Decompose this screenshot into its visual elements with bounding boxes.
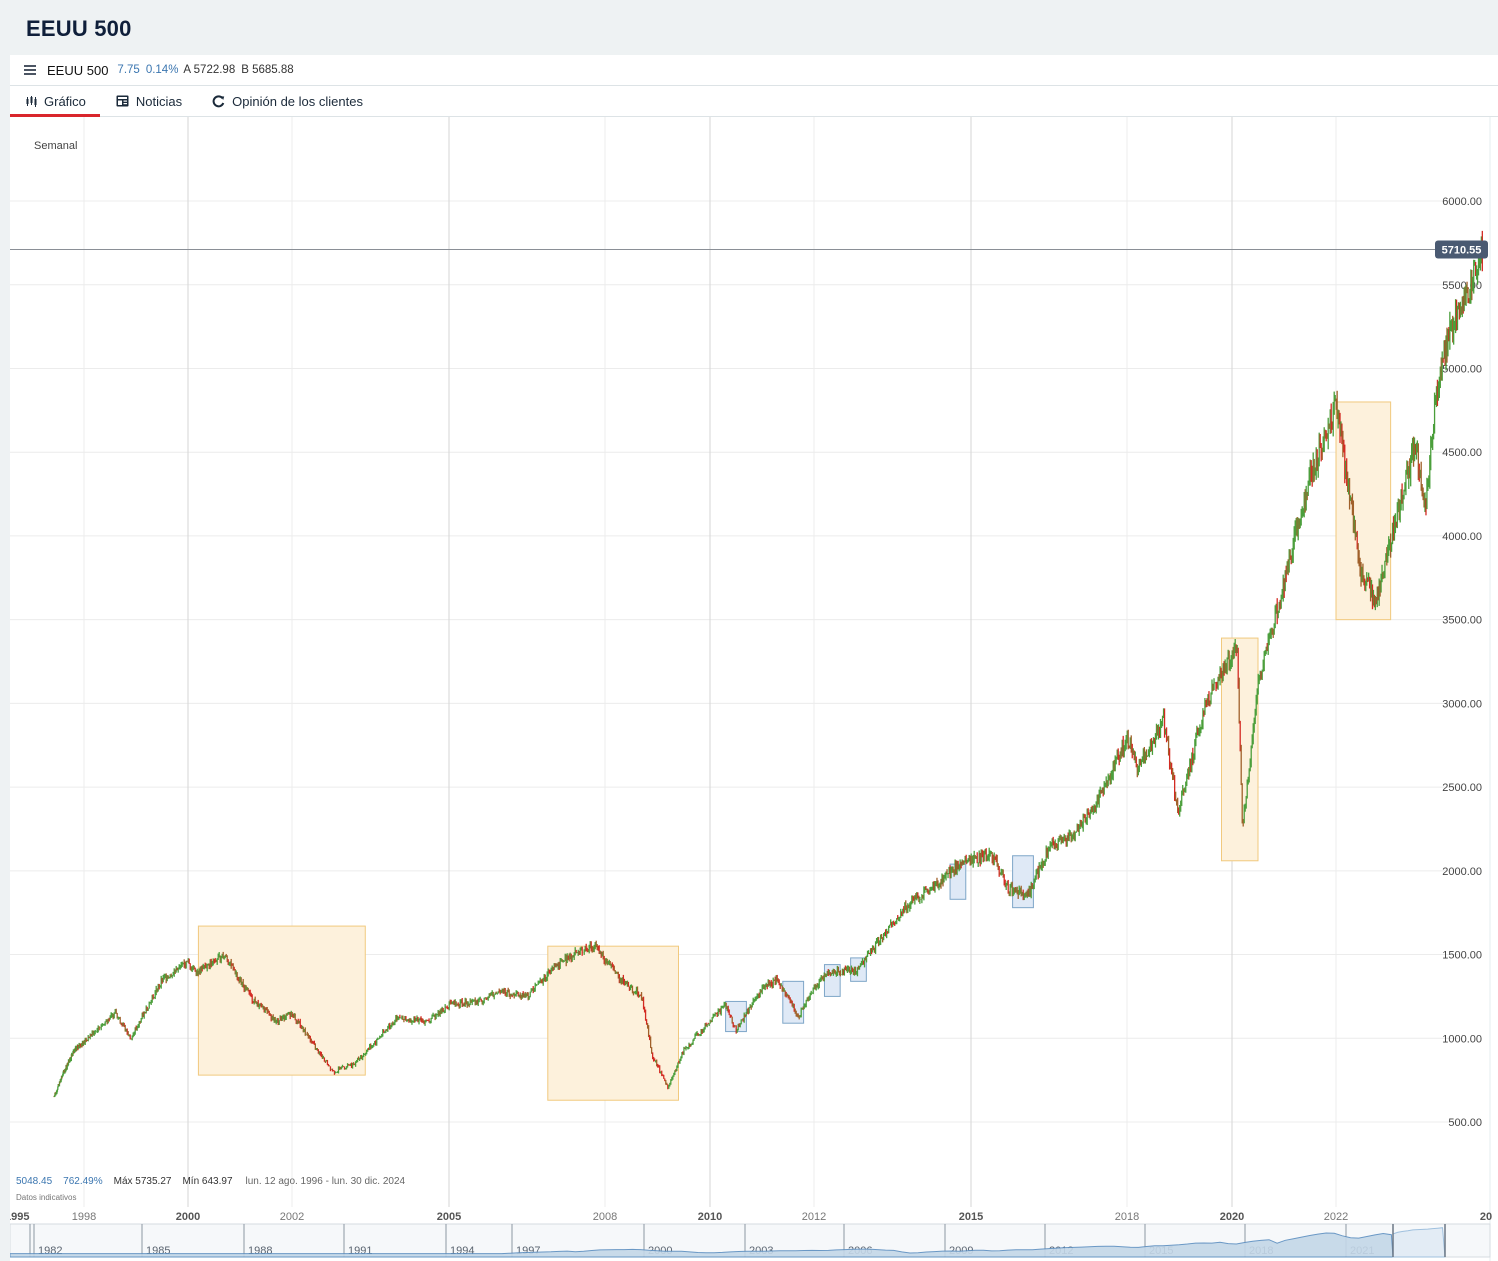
tab-label: Opinión de los clientes — [232, 93, 363, 109]
x-axis-label: 2012 — [802, 1211, 826, 1223]
x-axis-label: 1998 — [72, 1211, 96, 1223]
stat-min: Mín 643.97 — [182, 1176, 233, 1187]
newspaper-icon — [116, 95, 129, 107]
navigator[interactable]: 1982198519881991199419972000200320062009… — [10, 1223, 1491, 1258]
tab-label: Noticias — [135, 93, 183, 109]
x-axis-label: 2005 — [437, 1211, 461, 1223]
y-axis-label: 1500.00 — [1442, 950, 1482, 962]
hamburger-menu-icon[interactable] — [24, 65, 36, 75]
stat-change-abs: 5048.45 — [16, 1176, 53, 1187]
price-change: 7.75 — [117, 64, 140, 76]
y-axis-label: 5500.00 — [1442, 280, 1482, 292]
stat-range: lun. 12 ago. 1996 - lun. 30 dic. 2024 — [245, 1176, 406, 1187]
y-axis-label: 4000.00 — [1442, 531, 1482, 543]
current-price-tag: 5710.55 — [1435, 240, 1488, 259]
y-axis-label: 2000.00 — [1442, 866, 1482, 878]
chart-panel: EEUU 500 7.75 0.14% A 5722.98 B 5685.88 … — [10, 55, 1498, 1261]
chart-stats: 5048.45 762.49% Máx 5735.27 Mín 643.97 l… — [16, 1176, 405, 1187]
x-axis-label: 2000 — [176, 1211, 200, 1223]
tab-bar: Gráfico Noticias Opinión de los clientes — [10, 86, 1498, 117]
price-bars — [53, 230, 1483, 1098]
y-axis-label: 3500.00 — [1442, 615, 1482, 627]
x-axis-label: 2015 — [959, 1211, 983, 1223]
tab-grafico[interactable]: Gráfico — [10, 86, 100, 117]
bid-price: B 5685.88 — [241, 64, 294, 76]
highlight-box-orange — [197, 925, 366, 1076]
x-axis-label: 2018 — [1115, 1211, 1139, 1223]
x-axis-label: 2020 — [1220, 1211, 1244, 1223]
x-axis-label: 2002 — [280, 1211, 304, 1223]
tab-opinion-clientes[interactable]: Opinión de los clientes — [196, 86, 377, 116]
period-label: Semanal — [34, 140, 78, 152]
y-axis-label: 1000.00 — [1442, 1033, 1482, 1045]
x-axis-label: 2010 — [698, 1211, 722, 1223]
y-axis-label: 3000.00 — [1442, 698, 1482, 710]
y-axis-label: 6000.00 — [1442, 196, 1482, 208]
tab-label: Gráfico — [44, 93, 86, 109]
x-axis-label: 2022 — [1324, 1211, 1348, 1223]
stat-change-pct: 762.49% — [63, 1176, 103, 1187]
x-axis: 1995 1998 2000 2002 2005 2008 2010 2012 2015 2018… — [10, 1211, 1492, 1223]
x-axis-label: 2008 — [593, 1211, 617, 1223]
grid: 500.00 1000.00 1500.00 2000.00 2500.00 3000.0… — [10, 117, 1491, 1261]
y-axis-label: 2500.00 — [1442, 782, 1482, 794]
disclaimer: Datos indicativos — [16, 1193, 77, 1202]
x-axis-label: 1995 — [10, 1211, 29, 1223]
instrument-name: EEUU 500 — [47, 62, 109, 78]
y-axis-label: 500.00 — [1448, 1117, 1482, 1129]
candlestick-chart-icon — [26, 95, 37, 107]
tab-noticias[interactable]: Noticias — [100, 86, 196, 116]
price-chart-canvas[interactable]: 500.00 1000.00 1500.00 2000.00 2500.00 3000.0… — [10, 117, 1498, 1261]
page-title: EEUU 500 — [26, 16, 132, 41]
y-axis-label: 5000.00 — [1442, 363, 1482, 375]
x-axis-label: 20 — [1480, 1211, 1492, 1223]
price-change-percent: 0.14% — [145, 64, 179, 76]
highlight-box-orange — [1335, 401, 1392, 621]
highlight-box-orange — [547, 945, 679, 1101]
price-chart[interactable]: 500.00 1000.00 1500.00 2000.00 2500.00 3000.0… — [10, 117, 1498, 1261]
refresh-circle-icon — [212, 94, 225, 108]
y-axis-label: 4500.00 — [1442, 447, 1482, 459]
highlight-box-blue — [782, 980, 805, 1024]
svg-text:5710.55: 5710.55 — [1442, 244, 1482, 256]
quote-bar: EEUU 500 7.75 0.14% A 5722.98 B 5685.88 — [10, 55, 1498, 86]
ask-price: A 5722.98 — [183, 64, 236, 76]
stat-max: Máx 5735.27 — [113, 1176, 172, 1187]
